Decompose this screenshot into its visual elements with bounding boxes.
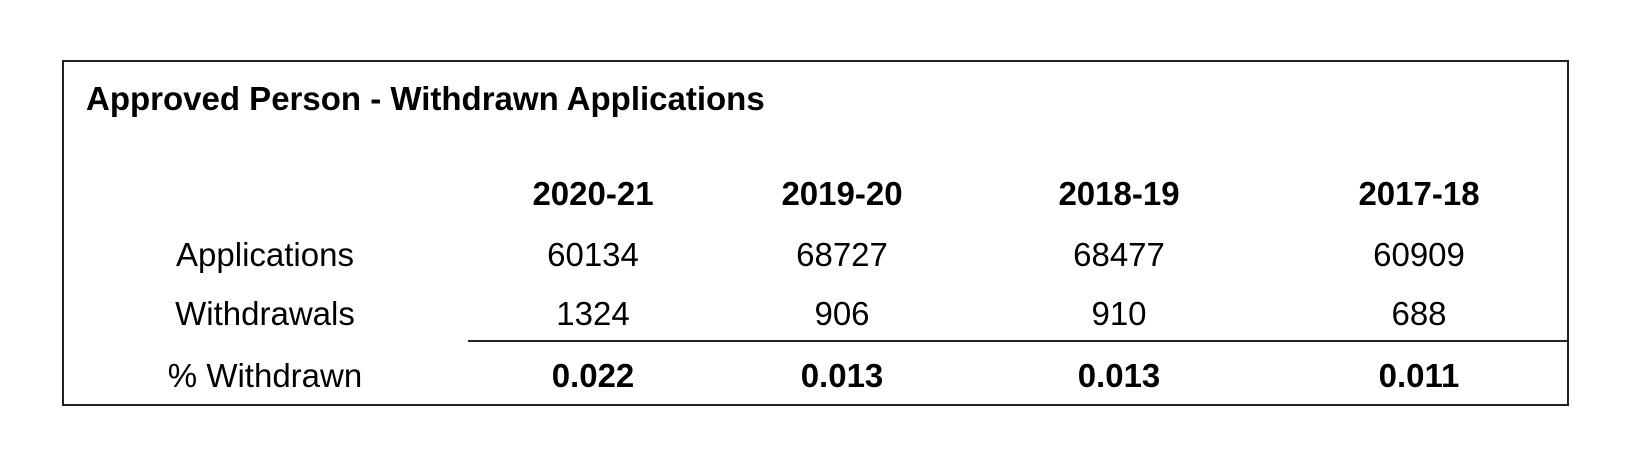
cell: 60909 — [1373, 236, 1465, 273]
row-label: Applications — [176, 236, 354, 273]
column-header: 2017-18 — [1358, 175, 1480, 212]
cell: 1324 — [556, 295, 630, 332]
column-header: 2018-19 — [1058, 175, 1180, 212]
cell: 0.013 — [1077, 357, 1161, 394]
cell: 0.013 — [800, 357, 884, 394]
table-frame — [62, 60, 1569, 406]
column-header: 2019-20 — [781, 175, 903, 212]
total-rule — [468, 340, 1567, 342]
cell: 910 — [1091, 295, 1147, 332]
cell: 906 — [814, 295, 870, 332]
row-label: Withdrawals — [175, 295, 355, 332]
table-title: Approved Person - Withdrawn Applications — [86, 80, 765, 117]
cell: 0.011 — [1378, 357, 1460, 394]
cell: 68477 — [1073, 236, 1165, 273]
cell: 68727 — [796, 236, 888, 273]
cell: 688 — [1391, 295, 1447, 332]
cell: 60134 — [547, 236, 639, 273]
cell: 0.022 — [551, 357, 635, 394]
row-label: % Withdrawn — [167, 357, 363, 394]
column-header: 2020-21 — [532, 175, 654, 212]
